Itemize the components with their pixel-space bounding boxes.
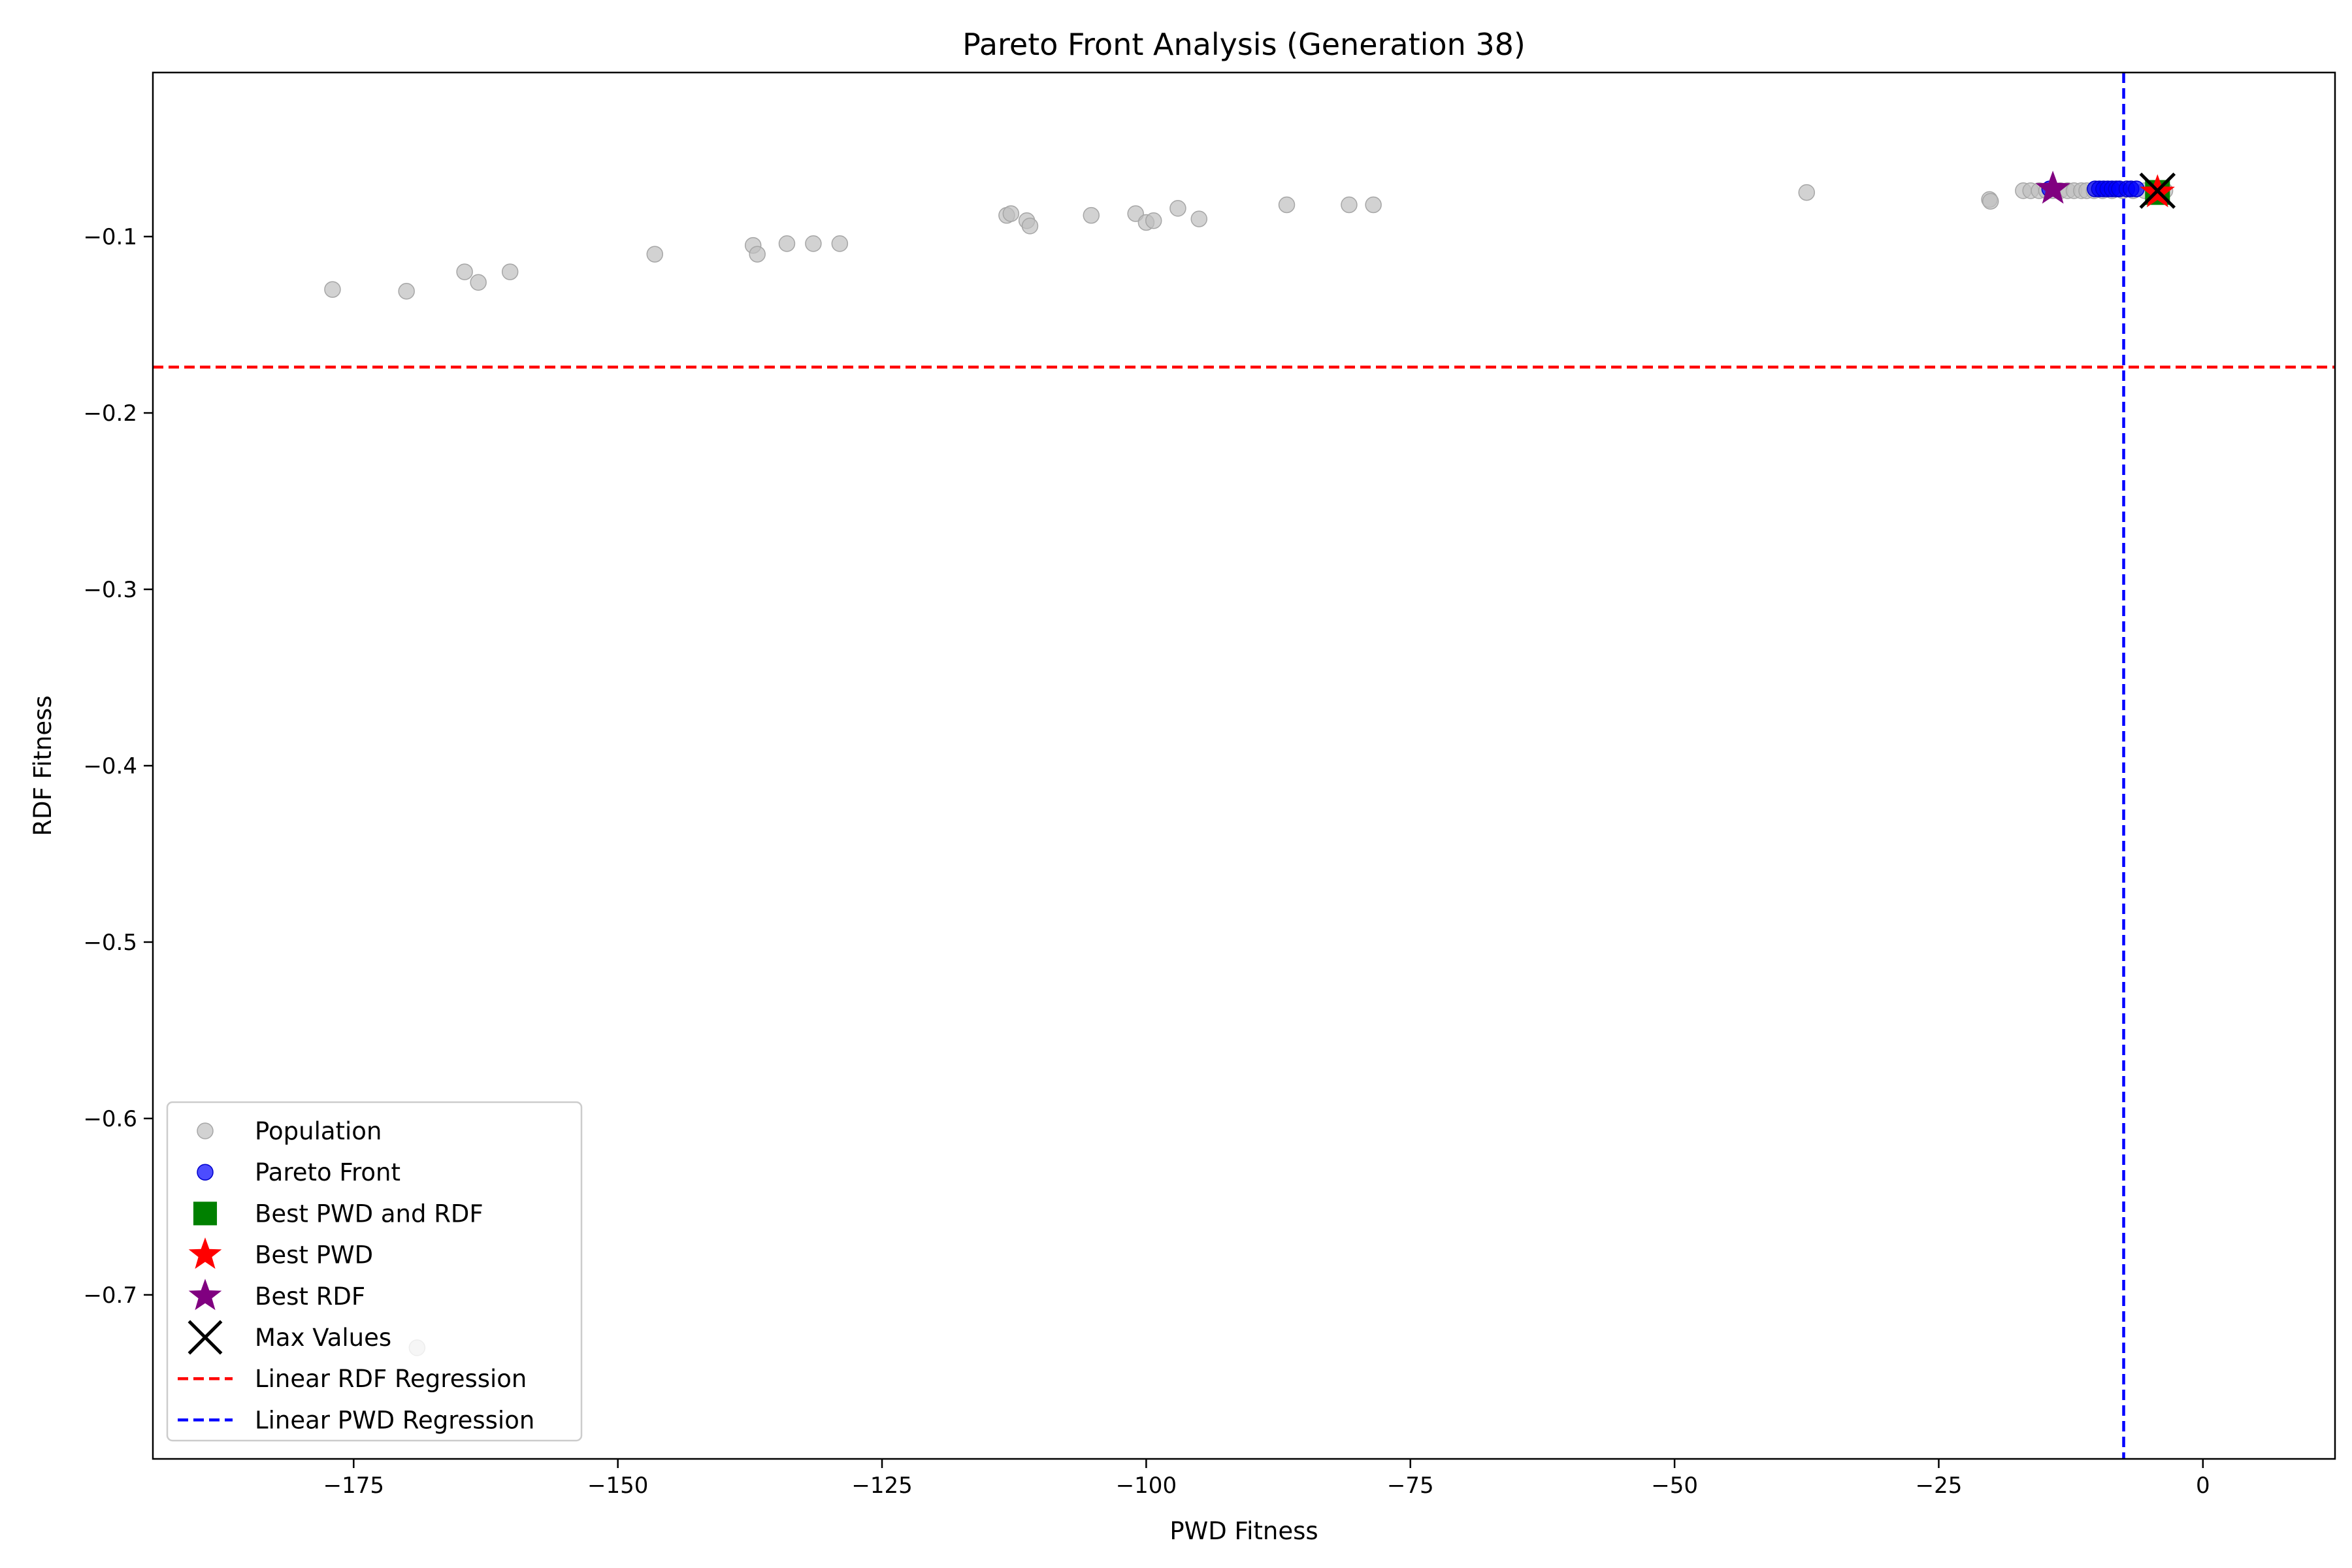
- x-tick-label: −25: [1916, 1473, 1963, 1499]
- y-tick-label: −0.5: [83, 930, 137, 956]
- x-tick-label: −75: [1387, 1473, 1434, 1499]
- population-point: [398, 283, 415, 300]
- x-tick-label: −150: [587, 1473, 648, 1499]
- population-point: [324, 281, 341, 298]
- population-point: [1365, 196, 1382, 214]
- population-point: [1798, 184, 1816, 201]
- legend-population-swatch: [197, 1122, 214, 1139]
- population-point: [831, 235, 849, 252]
- legend-box: [166, 1101, 583, 1442]
- population-point: [501, 263, 519, 280]
- legend-best-pwd-and-rdf-label: Best PWD and RDF: [255, 1200, 483, 1228]
- y-tick-label: −0.7: [83, 1282, 137, 1309]
- x-tick-label: −50: [1651, 1473, 1698, 1499]
- y-axis-label: RDF Fitness: [29, 695, 57, 836]
- max-values-marker: [2139, 172, 2176, 209]
- y-tick-label: −0.4: [83, 753, 137, 779]
- x-axis-ticks: −175 −150 −125 −100 −75 −50 −25 0: [323, 1459, 2210, 1499]
- x-tick-label: −100: [1116, 1473, 1177, 1499]
- population-point: [1021, 218, 1039, 235]
- population-point: [778, 235, 796, 252]
- population-point: [1169, 200, 1186, 217]
- legend-pareto-front-swatch: [197, 1164, 214, 1181]
- legend-pareto-front-label: Pareto Front: [255, 1158, 400, 1186]
- legend-best-pwd-and-rdf-swatch: [193, 1201, 218, 1226]
- legend-max-values-label: Max Values: [255, 1324, 391, 1352]
- legend-max-values-swatch: [188, 1320, 223, 1355]
- population-point: [646, 246, 664, 263]
- y-axis-ticks: −0.1 −0.2 −0.3 −0.4 −0.5 −0.6 −0.7: [83, 224, 153, 1309]
- population-point: [1083, 206, 1100, 224]
- x-tick-label: −175: [323, 1473, 384, 1499]
- y-tick-label: −0.6: [83, 1106, 137, 1132]
- legend-best-pwd-label: Best PWD: [255, 1241, 373, 1269]
- legend-best-rdf-swatch: [188, 1279, 222, 1311]
- y-tick-label: −0.2: [83, 400, 137, 427]
- population-point: [1341, 196, 1358, 214]
- best-rdf-marker: [2035, 171, 2070, 204]
- x-tick-label: −125: [851, 1473, 912, 1499]
- legend-linear-pwd-regression-label: Linear PWD Regression: [255, 1406, 534, 1434]
- pareto-point: [2128, 180, 2145, 197]
- population-point: [456, 263, 473, 280]
- population-point: [1278, 196, 1296, 214]
- legend-best-pwd-swatch: [188, 1237, 222, 1269]
- population-point: [1145, 212, 1162, 229]
- legend-best-rdf-label: Best RDF: [255, 1282, 365, 1311]
- y-tick-label: −0.1: [83, 224, 137, 250]
- population-point: [470, 274, 487, 291]
- legend: Population Pareto Front Best PWD and RDF Be…: [166, 1101, 583, 1442]
- legend-population-label: Population: [255, 1117, 382, 1145]
- population-point: [749, 246, 766, 263]
- legend-linear-rdf-regression-label: Linear RDF Regression: [255, 1365, 527, 1393]
- x-tick-label: 0: [2196, 1473, 2210, 1499]
- population-point: [805, 235, 822, 252]
- population-point: [1190, 210, 1208, 227]
- population-point: [1982, 193, 1999, 210]
- x-axis-label: PWD Fitness: [1169, 1517, 1318, 1545]
- chart-title: Pareto Front Analysis (Generation 38): [962, 27, 1526, 62]
- y-tick-label: −0.3: [83, 577, 137, 603]
- plot-area: [153, 73, 2335, 1459]
- population-point: [1002, 205, 1020, 222]
